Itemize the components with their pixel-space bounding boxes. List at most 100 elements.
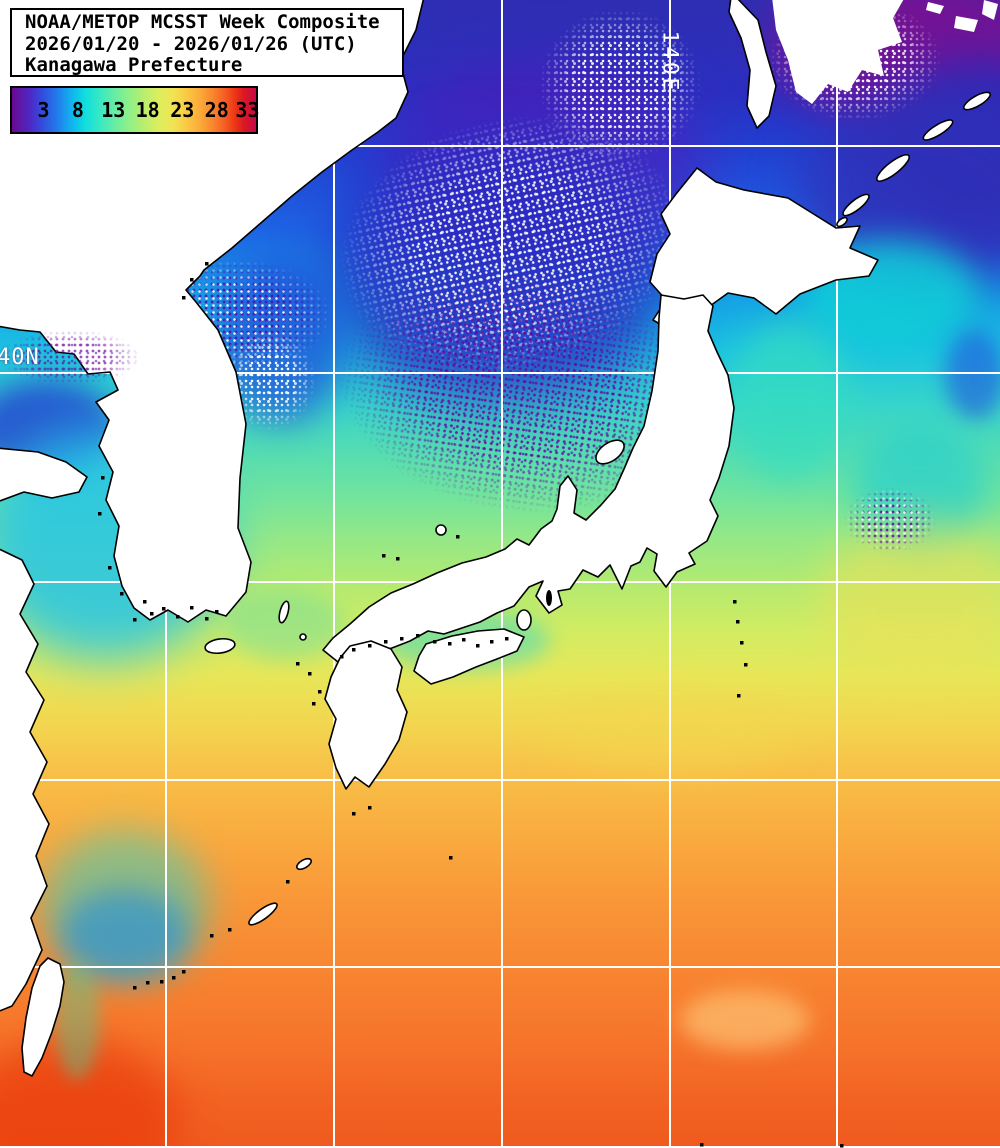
island-jeju [204,637,236,655]
island-dot [286,880,290,884]
island-dot [182,296,186,300]
colorbar-value-label: 8 [71,98,84,122]
lake-biwa [546,590,552,606]
island-dot [205,617,209,621]
land-hokkaido [649,167,879,331]
island-dot [740,641,744,645]
island-dot [340,655,344,659]
meridian-label-140e: 140E [655,4,685,119]
island-dot [490,640,494,644]
island-dot [296,662,300,666]
island-amami [295,857,313,871]
sst-region-blob [730,320,850,480]
region-name: Kanagawa Prefecture [25,54,243,76]
island-dot [352,648,356,652]
island-dot [133,618,137,622]
island-dot [462,638,466,642]
island-dot [182,970,186,974]
colorbar-value-label: 13 [101,98,126,122]
land-taiwan [21,957,65,1077]
island-dot [190,606,194,610]
island-kuril-2 [842,193,870,217]
cloud-patch-ne-2 [954,16,978,32]
island-dot [146,981,150,985]
map-title: NOAA/METOP MCSST Week Composite [25,11,380,33]
land-shandong-peninsula [0,447,88,502]
island-tsushima [278,600,290,624]
island-dot [190,278,194,282]
island-dot [108,566,112,570]
island-okinawa [248,902,278,926]
colorbar-value-label: 33 [235,98,260,122]
island-dot [133,986,137,990]
island-dot [308,672,312,676]
small-island-dots [98,262,844,1148]
island-dot [368,806,372,810]
land-honshu [322,294,735,663]
speckle-field [845,488,935,553]
ice-cloud-mass-okhotsk [772,0,904,104]
island-dot [382,554,386,558]
island-dot [318,690,322,694]
cloud-patch-ne-3 [982,0,998,20]
island-dot [312,702,316,706]
date-range: 2026/01/20 - 2026/01/26 (UTC) [25,32,357,55]
island-dot [160,980,164,984]
coastal-ice-speckle-40n [0,330,140,385]
grid-parallel-line [0,1146,1000,1148]
island-dot [150,612,154,616]
island-dot [215,610,219,614]
colorbar-value-label: 18 [135,98,160,122]
island-kuril-1 [836,216,848,228]
grid-meridian-line [333,0,335,1148]
island-dot [400,637,404,641]
island-dot [101,476,105,480]
island-dot [416,634,420,638]
colorbar-value-label: 23 [170,98,195,122]
land-shikoku [413,628,525,685]
island-ulleung [435,524,447,536]
sst-region-blob [945,330,1000,420]
island-dot [700,1143,704,1147]
colorbar-value-label: 28 [204,98,229,122]
island-dot [384,640,388,644]
island-kuril-4 [922,119,954,141]
island-dot [736,620,740,624]
grid-parallel-line [0,779,1000,781]
island-dot [143,600,147,604]
colorbar-value-label: 3 [37,98,50,122]
island-dot [368,644,372,648]
speckle-field [540,10,700,160]
land-sakhalin [728,0,777,129]
island-dot [433,640,437,644]
island-kuril-3 [876,154,910,182]
island-dot [98,512,102,516]
island-iki [299,633,307,641]
temperature-colorbar: 3 8 13 18 23 28 33 [10,86,260,134]
island-awaji [516,609,532,631]
island-dot [205,262,209,266]
grid-parallel-line [0,145,1000,147]
grid-meridian-line [836,0,838,1148]
island-dot [210,934,214,938]
grid-parallel-line [0,372,1000,374]
island-dot [396,557,400,561]
grid-parallel-line [0,966,1000,968]
island-dot [456,535,460,539]
island-dot [162,607,166,611]
island-dot [505,637,509,641]
island-dot [737,694,741,698]
land-kyushu [324,640,408,790]
sst-region-blob [680,990,810,1050]
island-dot [172,976,176,980]
island-dot [176,615,180,619]
island-dot [449,856,453,860]
island-sado [595,439,625,465]
island-dot [120,592,124,596]
title-box: NOAA/METOP MCSST Week Composite 2026/01/… [10,8,404,77]
parallel-label-40n: 40N [0,345,40,370]
land-china-coast [0,548,50,1012]
island-dot [840,1144,844,1148]
